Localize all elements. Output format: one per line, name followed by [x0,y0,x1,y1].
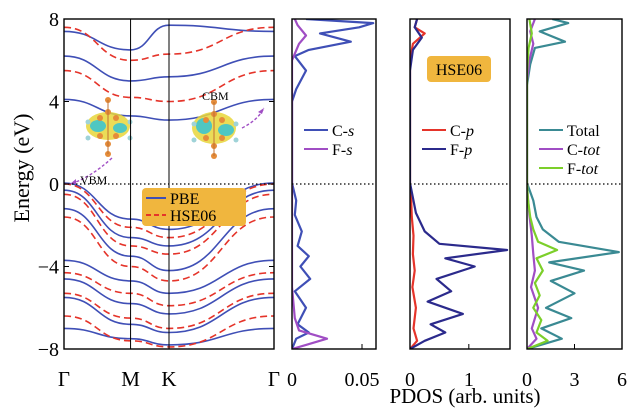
legend-label-total: Total [567,123,600,140]
panel-frame [409,18,511,350]
y-axis-label: Energy (eV) [9,113,34,223]
cbm-label: CBM [202,89,229,103]
vbm-arrow-head [70,179,76,184]
xtick-label: 1 [464,369,474,391]
kpoint-label-1: M [121,367,140,391]
cbm-charge-density-inset [191,99,239,159]
xtick-label: 6 [617,369,627,391]
pbe-band-3 [64,259,274,295]
kpoint-label-0: Γ [58,367,70,391]
ytick-label: 4 [49,92,59,114]
ytick-label: 0 [49,174,59,196]
pbe-band-9 [64,24,274,51]
band-legend [142,188,246,226]
legend-label-f-p: F-p [450,142,472,159]
pdos-line-c-p [410,19,426,349]
pdos-line-c-s [292,19,375,349]
ytick-label: −8 [38,339,59,361]
pbe-band-7 [64,98,274,121]
hse06-badge-label: HSE06 [436,62,482,79]
legend-label-c-tot: C-tot [567,142,600,159]
legend-label-hse06: HSE06 [170,208,216,225]
panel-pdos-total-plot [527,19,620,349]
xtick-label: 3 [570,369,580,391]
xtick-label: 0 [287,369,297,391]
pdos-line-total [527,19,620,349]
xtick-label: 0 [405,369,415,391]
kpoint-label-3: Γ [268,367,280,391]
legend-label-pbe: PBE [170,191,199,208]
legend-label-c-p: C-p [450,123,474,140]
ytick-label: −4 [38,257,59,279]
vbm-label: VBM [80,173,108,187]
x-axis-label: PDOS (arb. units) [389,384,541,408]
cbm-arrow-head [258,108,264,114]
legend-label-f-s: F-s [332,142,352,159]
vbm-charge-density-inset [85,97,133,157]
pdos-line-f-s [292,19,329,349]
hse06-band-2 [64,216,274,282]
legend-label-c-s: C-s [332,123,354,140]
panel-frame [526,18,623,350]
pbe-band-4 [64,278,274,315]
xtick-label: 0.05 [345,369,380,391]
hse06-band-3 [64,271,274,307]
band-legend-box [142,188,246,226]
hse06-band-6 [64,69,274,103]
hse06-badge-box [427,56,491,82]
panel-pdos-p-plot [410,19,509,349]
pbe-band-8 [64,55,274,82]
pbe-band-5 [64,296,274,334]
hse06-band-7 [64,26,274,62]
ytick-label: 8 [49,9,59,31]
hse06-band-4 [64,292,274,330]
axes-layer [63,18,623,350]
chart-data-layer [64,19,620,349]
kpoint-label-2: K [161,367,176,391]
inset-layer [69,97,265,185]
xtick-label: 0 [522,369,532,391]
panel-band-structure-plot [64,24,274,348]
legend-label-f-tot: F-tot [567,161,599,178]
panel-frame [63,18,275,350]
pdos-line-c-tot [527,19,540,349]
pbe-band-2 [64,207,274,272]
pbe-band-6 [64,327,274,346]
pdos-line-f-tot [527,19,559,349]
panel-pdos-s-plot [292,19,375,349]
panel-frame [291,18,377,350]
pdos-line-f-p [410,19,509,349]
hse06-band-5 [64,315,274,348]
